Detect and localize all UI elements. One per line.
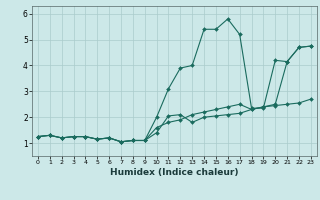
X-axis label: Humidex (Indice chaleur): Humidex (Indice chaleur) [110,168,239,177]
